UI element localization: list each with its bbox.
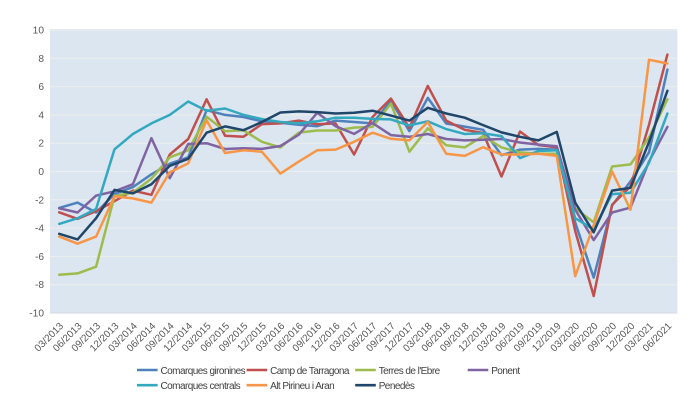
svg-text:Ponent: Ponent: [491, 366, 520, 377]
svg-text:Comarques gironines: Comarques gironines: [161, 366, 246, 377]
svg-text:10: 10: [33, 26, 45, 37]
svg-text:-6: -6: [35, 252, 44, 263]
svg-text:-10: -10: [29, 309, 44, 320]
svg-text:-2: -2: [35, 195, 44, 206]
svg-text:6: 6: [38, 82, 44, 93]
svg-text:8: 8: [38, 54, 44, 65]
svg-text:Penedès: Penedès: [379, 381, 415, 392]
svg-text:Terres de l'Ebre: Terres de l'Ebre: [379, 366, 441, 377]
svg-text:Comarques centrals: Comarques centrals: [161, 381, 241, 392]
svg-text:Alt Pirineu i Aran: Alt Pirineu i Aran: [270, 381, 334, 392]
svg-text:-4: -4: [35, 224, 44, 235]
svg-text:0: 0: [38, 167, 44, 178]
svg-text:2: 2: [38, 139, 44, 150]
svg-text:-8: -8: [35, 280, 44, 291]
svg-text:Camp de Tarragona: Camp de Tarragona: [270, 366, 350, 377]
svg-text:4: 4: [38, 110, 44, 121]
